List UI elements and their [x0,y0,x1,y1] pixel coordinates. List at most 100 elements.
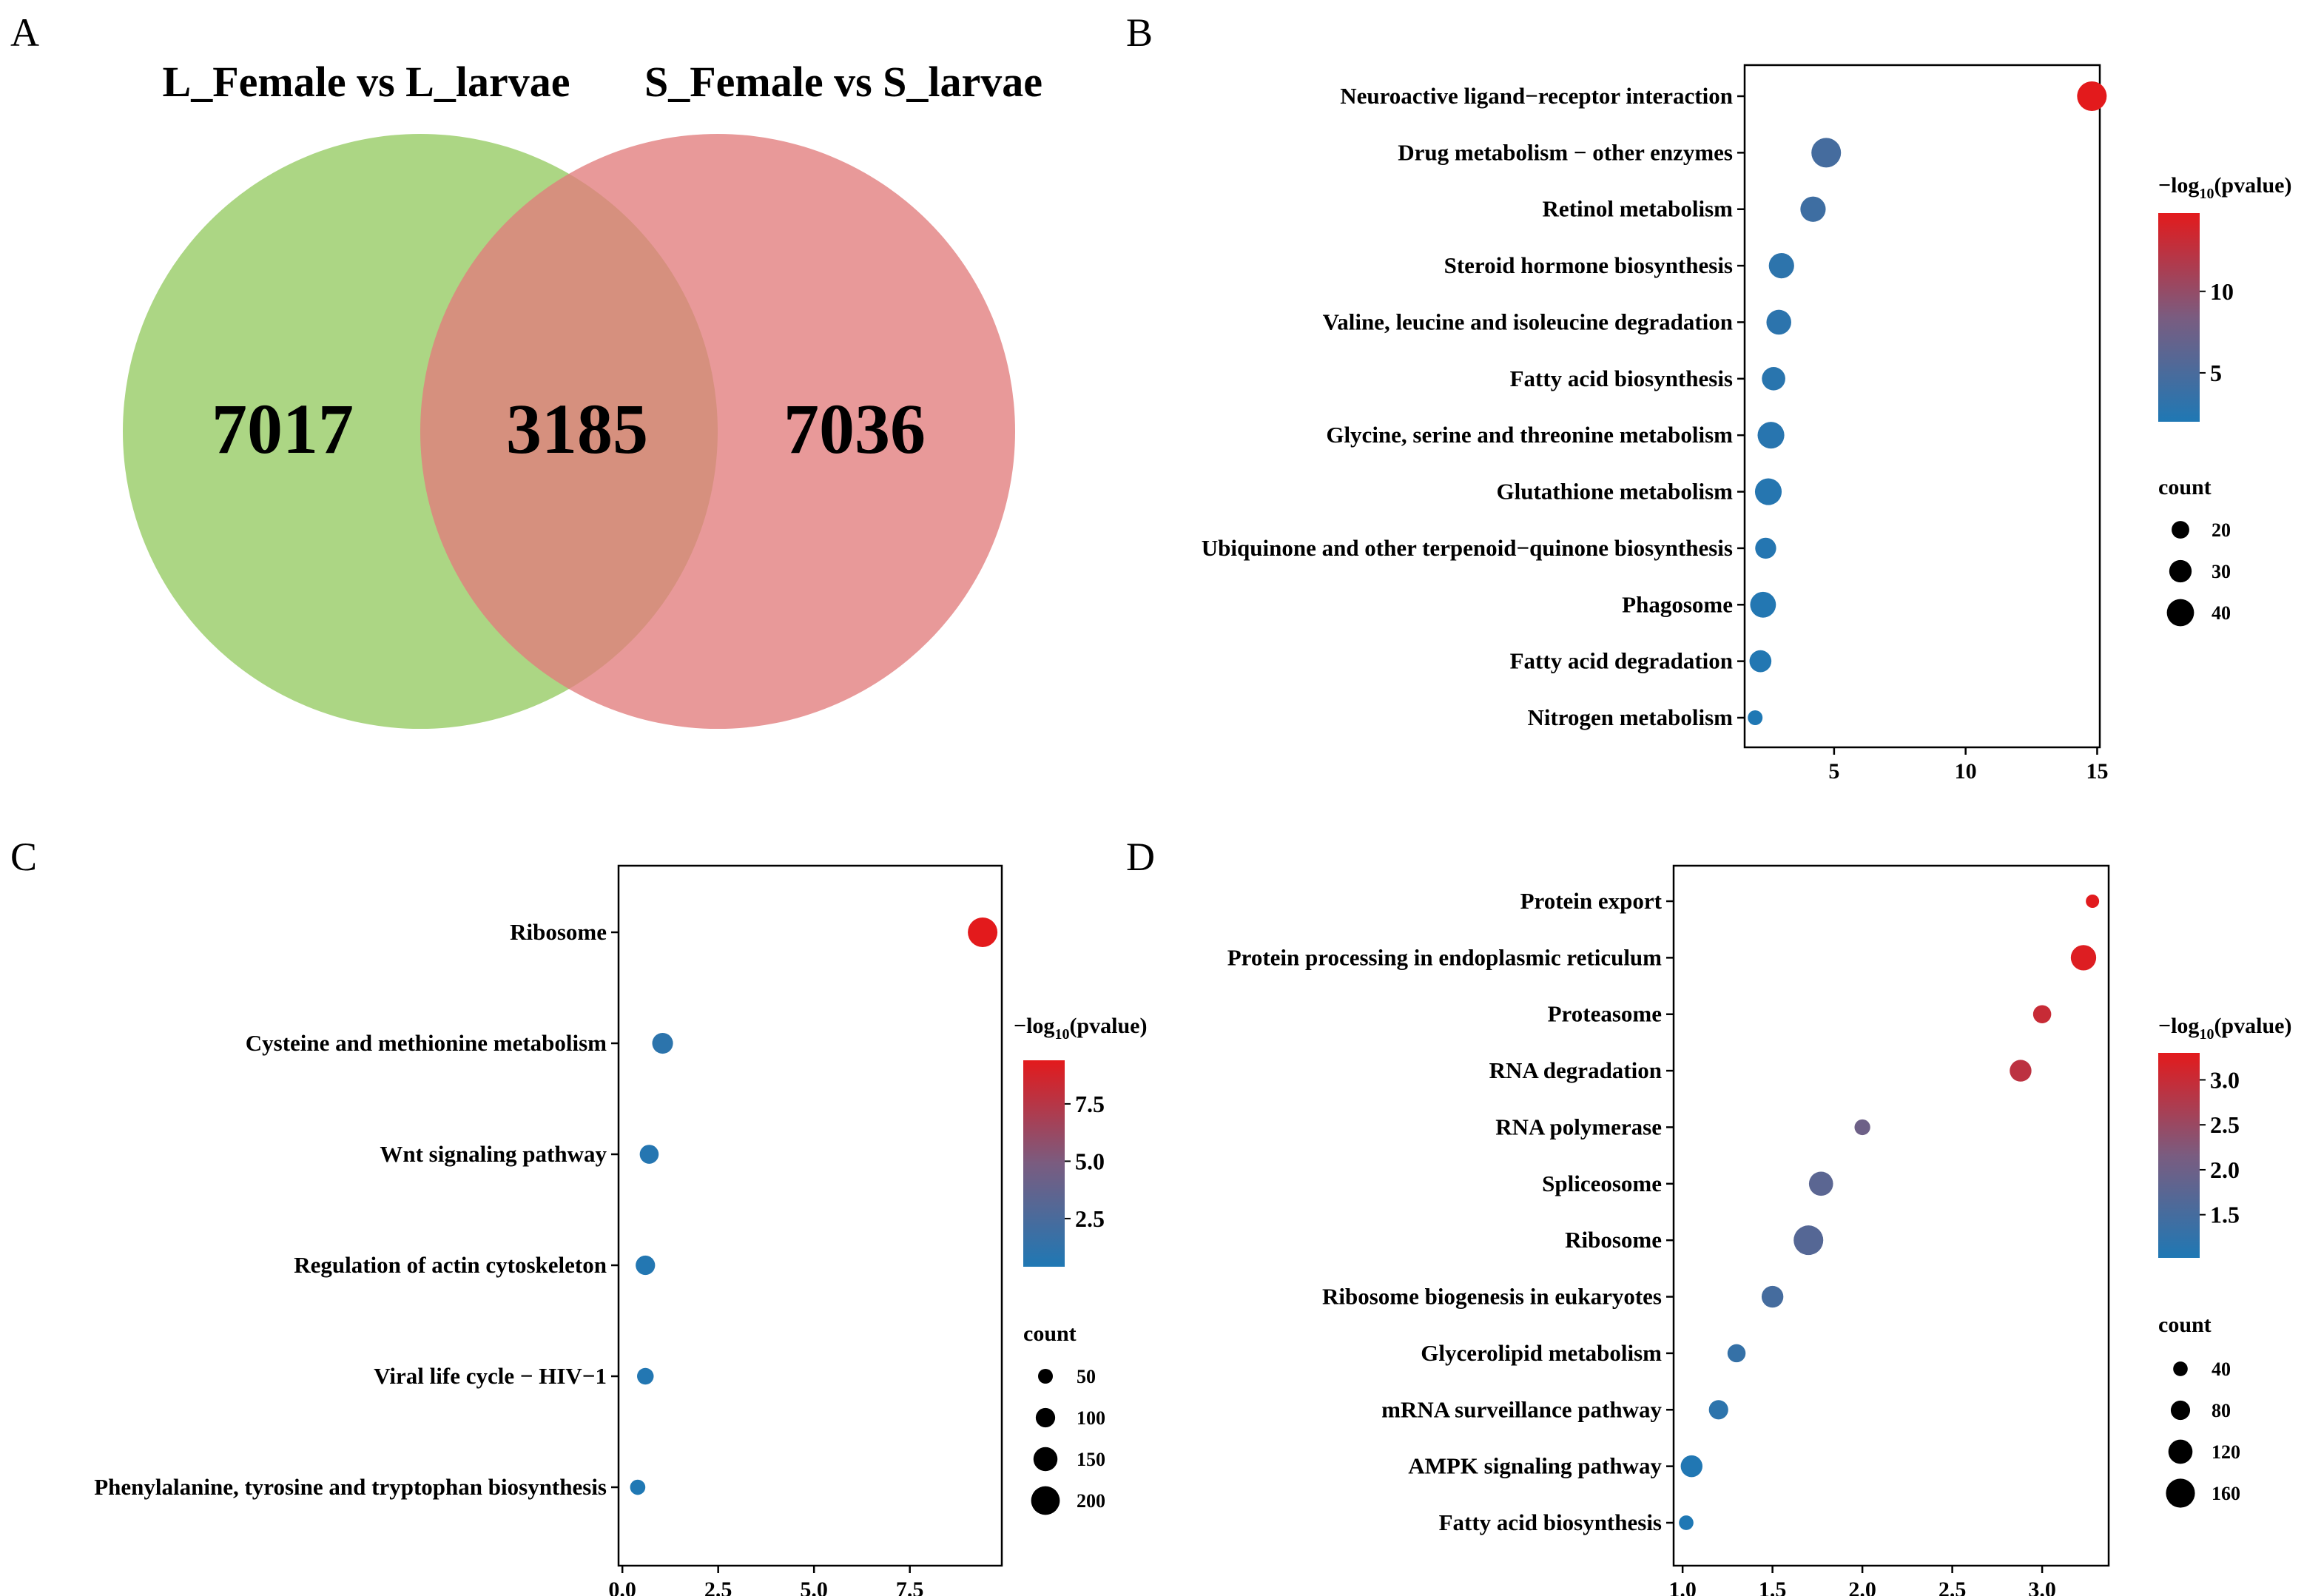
x-tick-label: 10 [1955,759,1977,784]
venn-left-count: 7017 [212,389,354,468]
data-point [1800,196,1826,222]
data-point [1762,367,1785,391]
color-bar-tick-label: 1.5 [2210,1202,2240,1228]
x-tick-label: 5.0 [800,1578,828,1596]
venn-circle-right [420,134,1015,729]
size-legend-dot [1038,1369,1053,1384]
data-point [2077,81,2107,111]
data-point [1854,1119,1870,1136]
y-tick-label: Nitrogen metabolism [1527,704,1733,730]
y-tick-label: Viral life cycle − HIV−1 [374,1363,607,1389]
size-legend-dot [1033,1447,1058,1472]
color-legend-title: −log10(pvalue) [1014,1014,1147,1043]
x-tick-label: 1.5 [1759,1578,1787,1596]
x-tick-label: 5 [1828,759,1839,784]
venn-right-count: 7036 [784,389,926,468]
data-point [1679,1515,1694,1530]
size-legend-dot [1035,1407,1056,1428]
y-tick-label: Ribosome [1565,1227,1662,1253]
dotplot-d: Protein export Protein processing in endo… [1227,864,2291,1596]
data-point [639,1145,659,1164]
y-tick-label: Cysteine and methionine metabolism [246,1030,607,1056]
size-legend-label: 80 [2212,1400,2231,1421]
dotplot-c: Ribosome Cysteine and methionine metaboli… [94,864,1147,1596]
y-tick-label: Ribosome biogenesis in eukaryotes [1322,1284,1662,1310]
y-tick-label: Wnt signaling pathway [380,1141,607,1167]
plot-frame [1672,864,2110,1567]
color-bar-tick-label: 3.0 [2210,1066,2240,1093]
y-tick-label: Glutathione metabolism [1497,479,1734,505]
data-point [1768,252,1794,279]
data-point [2086,895,2100,908]
plot-frame [1743,64,2101,749]
y-tick-label: mRNA surveillance pathway [1381,1396,1662,1422]
data-point [1761,1285,1784,1308]
x-tick-label: 2.5 [1938,1578,1967,1596]
panel-label-a: A [10,10,39,55]
data-point [1749,650,1772,673]
size-legend-label: 200 [1077,1490,1105,1512]
size-legend-dot [2166,1478,2195,1508]
data-point [2010,1060,2032,1082]
data-point [1750,591,1776,618]
y-tick-label: Fatty acid degradation [1510,648,1733,674]
y-tick-label: Phenylalanine, tyrosine and tryptophan b… [94,1474,607,1500]
size-legend-dot [2170,1400,2191,1421]
y-tick-label: Regulation of actin cytoskeleton [294,1252,607,1278]
data-point [652,1032,673,1054]
data-point [1793,1225,1824,1256]
data-point [1757,422,1785,449]
size-legend-label: 40 [2212,602,2231,624]
panel-label-b: B [1126,10,1153,55]
data-point [1754,478,1782,505]
y-tick-label: Phagosome [1622,591,1733,617]
y-tick-label: Glycerolipid metabolism [1421,1340,1662,1366]
color-bar [2158,1053,2200,1258]
venn-overlap-count: 3185 [506,389,648,468]
y-tick-label: Steroid hormone biosynthesis [1444,252,1733,278]
x-tick-label: 15 [2086,759,2108,784]
y-tick-label: Ubiquinone and other terpenoid−quinone b… [1202,535,1733,561]
x-tick-label: 2.5 [704,1578,732,1596]
venn-left-title: L_Female vs L_larvae [163,58,570,106]
venn-diagram: L_Female vs L_larvae S_Female vs S_larva… [123,58,1042,729]
y-tick-label: Glycine, serine and threonine metabolism [1326,422,1733,448]
y-tick-label: Valine, leucine and isoleucine degradati… [1323,309,1733,334]
size-legend-title: count [2158,475,2212,499]
size-legend-dot [2173,1361,2188,1376]
data-point [1766,309,1791,335]
y-tick-label: Fatty acid biosynthesis [1510,366,1733,391]
size-legend-title: count [2158,1313,2212,1337]
color-bar [2158,213,2200,422]
data-point [636,1255,656,1276]
y-tick-label: Proteasome [1548,1001,1662,1027]
data-point [630,1479,646,1495]
data-point [1808,1171,1833,1196]
size-legend-dot [2172,521,2189,539]
y-tick-label: Ribosome [510,919,607,945]
color-legend-title: −log10(pvalue) [2158,1014,2291,1043]
size-legend-label: 120 [2212,1441,2240,1463]
x-tick-label: 0.0 [608,1578,636,1596]
y-tick-label: Spliceosome [1542,1171,1662,1196]
y-tick-label: Retinol metabolism [1543,196,1734,222]
x-tick-label: 2.0 [1848,1578,1876,1596]
data-point [968,917,998,947]
color-legend-title: −log10(pvalue) [2158,173,2291,202]
size-legend-label: 40 [2212,1358,2231,1380]
size-legend-dot [1031,1486,1060,1515]
data-point [1755,537,1776,559]
y-tick-label: Protein export [1520,888,1663,914]
size-legend-label: 50 [1077,1366,1096,1387]
color-bar-tick-label: 2.5 [1075,1205,1105,1232]
venn-right-title: S_Female vs S_larvae [644,58,1042,106]
dotplot-b: Neuroactive ligand−receptor interaction D… [1202,64,2291,784]
y-tick-label: AMPK signaling pathway [1408,1453,1662,1479]
size-legend-label: 160 [2212,1483,2240,1504]
panel-label-c: C [10,835,37,879]
size-legend-label: 20 [2212,519,2231,541]
size-legend-label: 150 [1077,1449,1105,1470]
color-bar-tick-label: 5 [2210,360,2222,386]
color-bar-tick-label: 7.5 [1075,1091,1105,1117]
